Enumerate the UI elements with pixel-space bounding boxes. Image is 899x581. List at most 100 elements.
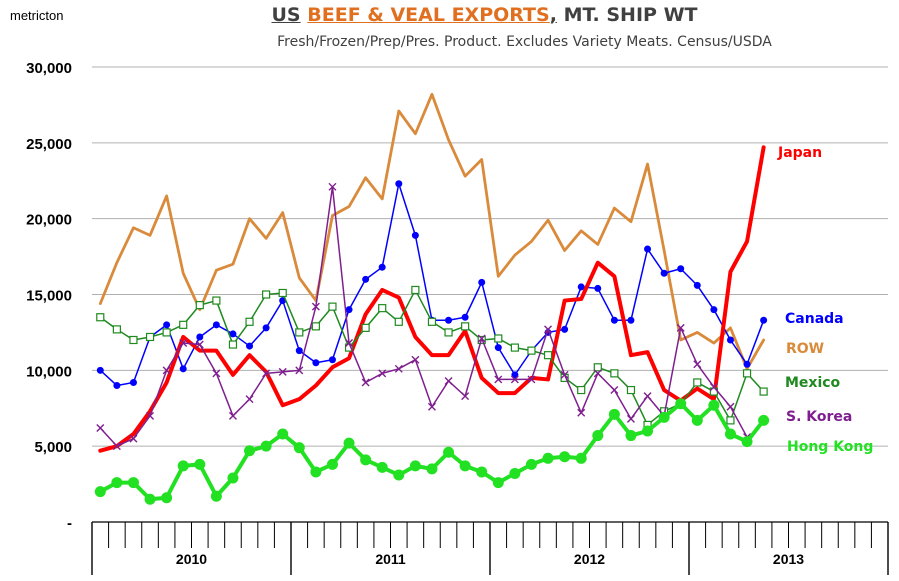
data-point-hong-kong xyxy=(741,436,753,448)
data-point-s-korea xyxy=(477,334,486,343)
data-point-mexico xyxy=(112,325,121,334)
data-point-s-korea xyxy=(278,367,287,376)
data-point-s-korea xyxy=(195,340,204,349)
y-tick-label: 30,000 xyxy=(26,60,72,77)
title-part-us: US xyxy=(271,4,301,26)
data-point-canada xyxy=(494,344,502,352)
data-point-hong-kong xyxy=(94,486,106,498)
data-point-mexico xyxy=(610,369,619,378)
data-point-hong-kong xyxy=(260,440,272,452)
data-point-s-korea xyxy=(179,339,188,348)
data-point-canada xyxy=(411,231,419,239)
data-point-canada xyxy=(561,325,569,333)
title-part-ship-wt: MT. SHIP WT xyxy=(563,4,698,26)
data-point-mexico xyxy=(96,313,105,322)
data-point-hong-kong xyxy=(111,477,123,489)
data-point-mexico xyxy=(759,387,768,396)
data-point-hong-kong xyxy=(608,408,620,420)
data-point-mexico xyxy=(361,323,370,332)
data-point-canada xyxy=(113,382,121,389)
data-point-canada xyxy=(295,347,303,355)
data-point-canada xyxy=(710,306,718,314)
data-point-s-korea xyxy=(311,302,320,311)
data-point-mexico xyxy=(593,363,602,372)
data-point-s-korea xyxy=(610,386,619,395)
data-point-mexico xyxy=(129,335,138,345)
data-point-mexico xyxy=(179,320,188,329)
data-point-s-korea xyxy=(411,355,420,364)
y-tick-label: 15,000 xyxy=(26,288,72,305)
data-point-hong-kong xyxy=(575,452,587,464)
data-point-canada xyxy=(743,360,751,368)
data-point-hong-kong xyxy=(127,477,139,489)
data-point-canada xyxy=(445,316,453,324)
data-point-hong-kong xyxy=(525,458,537,470)
data-point-hong-kong xyxy=(625,430,637,442)
data-point-canada xyxy=(212,321,220,329)
y-tick-label: 5,000 xyxy=(34,439,72,456)
data-point-hong-kong xyxy=(393,469,405,481)
data-point-canada xyxy=(229,330,237,338)
data-point-canada xyxy=(511,371,519,379)
data-point-s-korea xyxy=(560,370,569,379)
data-point-mexico xyxy=(245,317,254,326)
data-point-hong-kong xyxy=(492,477,504,489)
data-point-s-korea xyxy=(427,402,436,411)
data-point-hong-kong xyxy=(758,414,770,426)
data-point-mexico xyxy=(378,304,387,313)
data-point-mexico xyxy=(411,285,420,295)
data-point-mexico xyxy=(145,332,155,342)
title-part-beef-veal: BEEF & VEAL EXPORTS xyxy=(307,4,550,26)
title-part-comma: , xyxy=(549,4,557,26)
data-point-canada xyxy=(395,180,403,188)
data-point-mexico xyxy=(577,385,586,395)
data-point-hong-kong xyxy=(376,461,388,473)
data-point-hong-kong xyxy=(194,458,206,470)
chart-title: US BEEF & VEAL EXPORTS, MT. SHIP WT xyxy=(0,4,899,26)
data-point-s-korea xyxy=(726,402,735,411)
data-point-canada xyxy=(677,265,685,273)
data-point-canada xyxy=(129,378,137,386)
legend-label-mexico: Mexico xyxy=(785,375,841,391)
legend-label-hong-kong: Hong Kong xyxy=(787,439,874,455)
data-point-canada xyxy=(693,281,701,289)
data-point-s-korea xyxy=(444,376,453,385)
data-point-canada xyxy=(246,342,254,350)
data-point-mexico xyxy=(394,317,403,326)
data-point-s-korea xyxy=(162,366,171,375)
data-point-s-korea xyxy=(262,369,271,378)
data-point-s-korea xyxy=(626,414,635,423)
data-point-canada xyxy=(378,263,386,271)
data-point-mexico xyxy=(527,346,536,355)
data-point-canada xyxy=(96,366,104,374)
data-point-mexico xyxy=(444,328,453,337)
data-point-hong-kong xyxy=(691,414,703,426)
data-point-canada xyxy=(610,316,618,324)
data-point-mexico xyxy=(626,385,636,395)
data-point-s-korea xyxy=(129,434,138,443)
data-point-s-korea xyxy=(643,392,652,401)
data-point-canada xyxy=(179,365,187,373)
data-point-mexico xyxy=(195,301,204,310)
data-point-hong-kong xyxy=(409,460,421,472)
data-point-hong-kong xyxy=(343,437,355,449)
x-year-label-2013: 2013 xyxy=(773,551,804,567)
legend-label-s-korea: S. Korea xyxy=(786,409,853,425)
data-point-canada xyxy=(163,321,171,329)
data-point-canada xyxy=(461,313,469,321)
data-point-hong-kong xyxy=(360,454,372,466)
data-point-hong-kong xyxy=(310,466,322,478)
data-point-canada xyxy=(627,316,635,324)
data-point-hong-kong xyxy=(642,425,654,437)
data-point-canada xyxy=(196,333,204,341)
data-point-hong-kong xyxy=(459,460,471,472)
data-point-s-korea xyxy=(345,339,354,348)
data-point-hong-kong xyxy=(592,430,604,442)
data-point-mexico xyxy=(461,322,470,331)
data-point-hong-kong xyxy=(293,442,305,454)
series-line-japan xyxy=(98,145,766,453)
data-point-mexico xyxy=(311,322,320,331)
data-point-hong-kong xyxy=(426,463,438,475)
data-point-hong-kong xyxy=(227,472,239,484)
